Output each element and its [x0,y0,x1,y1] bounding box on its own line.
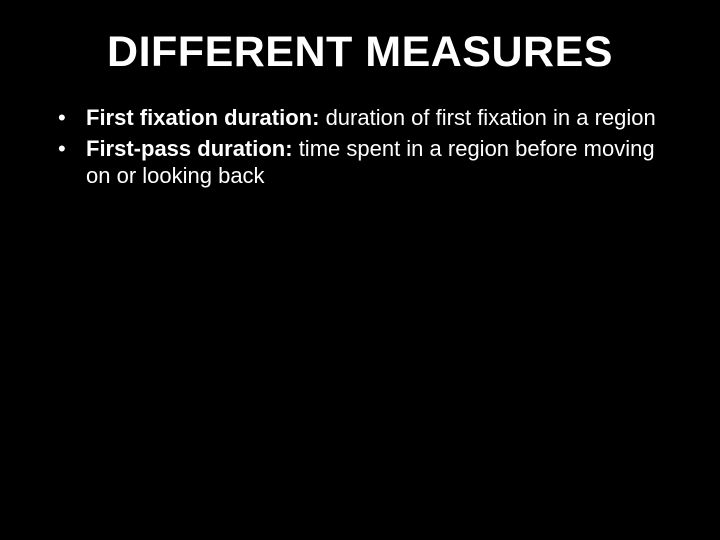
list-item: First fixation duration: duration of fir… [58,105,680,132]
bullet-term: First fixation duration: [86,105,319,130]
bullet-desc: duration of first fixation in a region [319,105,655,130]
list-item: First-pass duration: time spent in a reg… [58,136,680,190]
bullet-term: First-pass duration: [86,136,293,161]
slide-title: DIFFERENT MEASURES [40,28,680,77]
bullet-list: First fixation duration: duration of fir… [40,105,680,189]
slide: DIFFERENT MEASURES First fixation durati… [0,0,720,540]
